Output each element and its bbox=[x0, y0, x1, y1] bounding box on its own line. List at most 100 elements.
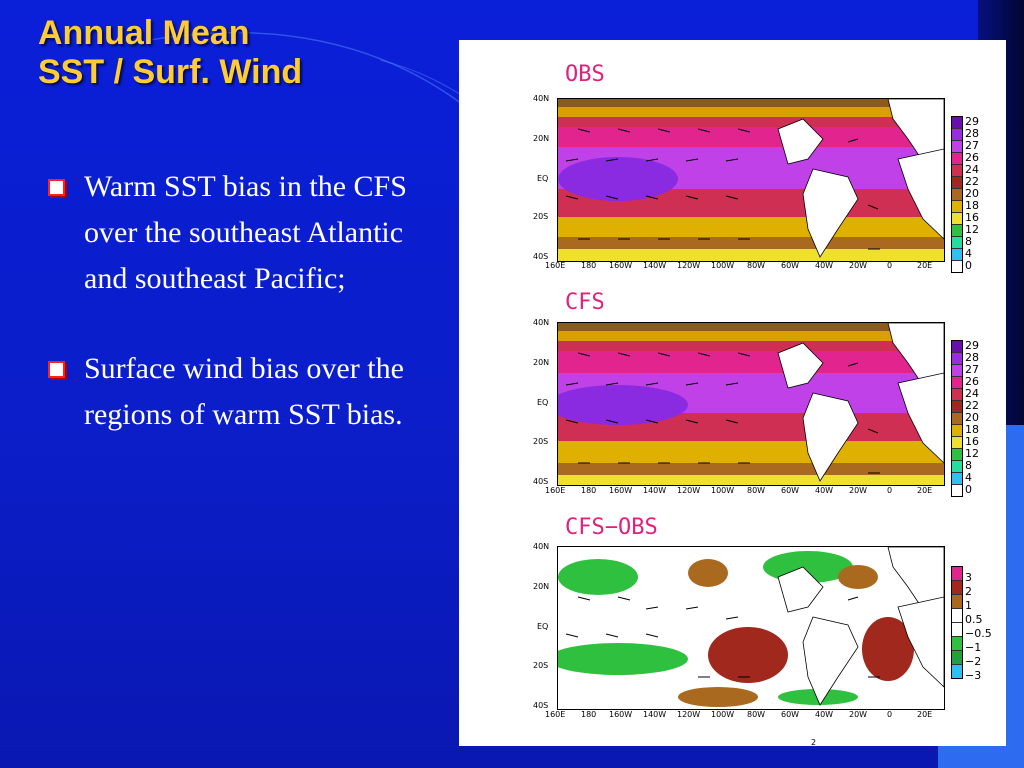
lon-label: 140W bbox=[643, 261, 667, 270]
lon-label: 160W bbox=[609, 486, 633, 495]
lat-label: 20N bbox=[533, 134, 550, 143]
slide-title: Annual Mean SST / Surf. Wind bbox=[38, 14, 302, 92]
slide-title-line-1: Annual Mean bbox=[38, 14, 250, 52]
lat-label: 40N bbox=[533, 318, 550, 327]
lon-label: 20E bbox=[917, 710, 933, 719]
legend-label: 8 bbox=[965, 235, 972, 248]
legend-label: 18 bbox=[965, 199, 979, 212]
lat-label: 40S bbox=[533, 477, 549, 486]
lon-label: 120W bbox=[677, 261, 701, 270]
legend-label: 12 bbox=[965, 447, 979, 460]
legend-label: 3 bbox=[965, 571, 972, 584]
lon-label: 180 bbox=[581, 486, 597, 495]
lon-label: 140W bbox=[643, 486, 667, 495]
lat-label: 20S bbox=[533, 212, 549, 221]
legend-label: 24 bbox=[965, 387, 979, 400]
lon-label: 160E bbox=[545, 710, 566, 719]
lon-label: 0 bbox=[887, 486, 893, 495]
lon-label: 100W bbox=[711, 710, 735, 719]
legend-label: 16 bbox=[965, 211, 979, 224]
checkbox-bullet-icon bbox=[48, 179, 65, 196]
page-mark: 2 bbox=[811, 738, 817, 747]
legend-label: 4 bbox=[965, 471, 972, 484]
map-cfs-minus-obs bbox=[557, 546, 945, 710]
lon-label: 160W bbox=[609, 710, 633, 719]
lon-label: 180 bbox=[581, 710, 597, 719]
lon-label: 60W bbox=[781, 710, 800, 719]
bullet-text: Surface wind bias over the regions of wa… bbox=[84, 352, 404, 431]
lon-label: 20E bbox=[917, 486, 933, 495]
lon-label: 140W bbox=[643, 710, 667, 719]
bullet-item: Warm SST bias in the CFS over the southe… bbox=[48, 164, 408, 302]
checkbox-bullet-icon bbox=[48, 361, 65, 378]
lat-label: 20S bbox=[533, 661, 549, 670]
colorbar-cfs bbox=[951, 340, 963, 497]
lon-label: 0 bbox=[887, 710, 893, 719]
bullet-list: Warm SST bias in the CFS over the southe… bbox=[48, 164, 408, 438]
lon-label: 60W bbox=[781, 261, 800, 270]
lon-label: 20W bbox=[849, 486, 868, 495]
legend-label: 1 bbox=[965, 599, 972, 612]
legend-label: 16 bbox=[965, 435, 979, 448]
sst-wind-figure: OBS 40N 20N EQ 20S 40S 160E 180 160W 140… bbox=[459, 40, 1006, 747]
lon-label: 100W bbox=[711, 486, 735, 495]
legend-label: 28 bbox=[965, 127, 979, 140]
lon-label: 160E bbox=[545, 261, 566, 270]
lat-label: 40S bbox=[533, 252, 549, 261]
lon-label: 180 bbox=[581, 261, 597, 270]
lat-label: EQ bbox=[537, 174, 549, 183]
slide-title-line-2: SST / Surf. Wind bbox=[38, 53, 303, 91]
legend-label: 0.5 bbox=[965, 613, 983, 626]
lat-label: EQ bbox=[537, 622, 549, 631]
legend-label: 0 bbox=[965, 259, 972, 272]
legend-label: 4 bbox=[965, 247, 972, 260]
legend-label: 27 bbox=[965, 139, 979, 152]
lon-label: 160E bbox=[545, 486, 566, 495]
legend-label: 24 bbox=[965, 163, 979, 176]
lon-label: 20E bbox=[917, 261, 933, 270]
legend-label: 26 bbox=[965, 151, 979, 164]
legend-label: 18 bbox=[965, 423, 979, 436]
lon-label: 0 bbox=[887, 261, 893, 270]
legend-label: 26 bbox=[965, 375, 979, 388]
lon-label: 40W bbox=[815, 261, 834, 270]
lon-label: 120W bbox=[677, 710, 701, 719]
lat-label: 20N bbox=[533, 582, 550, 591]
colorbar-diff bbox=[951, 566, 963, 679]
colorbar-obs bbox=[951, 116, 963, 273]
panel-title-obs: OBS bbox=[565, 62, 605, 87]
lon-label: 160W bbox=[609, 261, 633, 270]
lat-label: 40N bbox=[533, 94, 550, 103]
legend-label: 20 bbox=[965, 187, 979, 200]
legend-label: −3 bbox=[965, 669, 982, 682]
legend-label: −2 bbox=[965, 655, 982, 668]
lon-label: 40W bbox=[815, 710, 834, 719]
legend-label: 8 bbox=[965, 459, 972, 472]
lat-label: 40N bbox=[533, 542, 550, 551]
lon-label: 80W bbox=[747, 710, 766, 719]
legend-label: 20 bbox=[965, 411, 979, 424]
legend-label: 22 bbox=[965, 175, 979, 188]
bullet-item: Surface wind bias over the regions of wa… bbox=[48, 346, 408, 438]
lon-label: 60W bbox=[781, 486, 800, 495]
legend-label: 12 bbox=[965, 223, 979, 236]
legend-label: 29 bbox=[965, 339, 979, 352]
panel-title-cfs-obs: CFS−OBS bbox=[565, 515, 658, 540]
lat-label: 20N bbox=[533, 358, 550, 367]
legend-label: 28 bbox=[965, 351, 979, 364]
bullet-text: Warm SST bias in the CFS over the southe… bbox=[84, 170, 407, 295]
map-obs bbox=[557, 98, 945, 262]
lon-label: 20W bbox=[849, 261, 868, 270]
legend-label: 27 bbox=[965, 363, 979, 376]
panel-title-cfs: CFS bbox=[565, 290, 605, 315]
lon-label: 80W bbox=[747, 486, 766, 495]
lat-label: 40S bbox=[533, 701, 549, 710]
legend-label: −0.5 bbox=[965, 627, 992, 640]
lon-label: 100W bbox=[711, 261, 735, 270]
lat-label: 20S bbox=[533, 437, 549, 446]
lon-label: 120W bbox=[677, 486, 701, 495]
lon-label: 80W bbox=[747, 261, 766, 270]
legend-label: −1 bbox=[965, 641, 982, 654]
lat-label: EQ bbox=[537, 398, 549, 407]
map-cfs bbox=[557, 322, 945, 486]
